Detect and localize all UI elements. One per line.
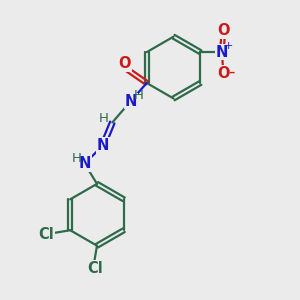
Text: H: H [134,89,144,103]
Text: N: N [97,138,109,153]
Text: -: - [229,63,235,81]
Text: O: O [118,56,131,71]
Text: N: N [216,45,228,60]
Text: H: H [99,112,109,125]
Text: Cl: Cl [87,261,103,276]
Text: H: H [71,152,81,165]
Text: N: N [124,94,137,109]
Text: Cl: Cl [38,227,54,242]
Text: +: + [223,40,233,51]
Text: O: O [217,23,229,38]
Text: O: O [217,66,229,81]
Text: N: N [79,156,91,171]
